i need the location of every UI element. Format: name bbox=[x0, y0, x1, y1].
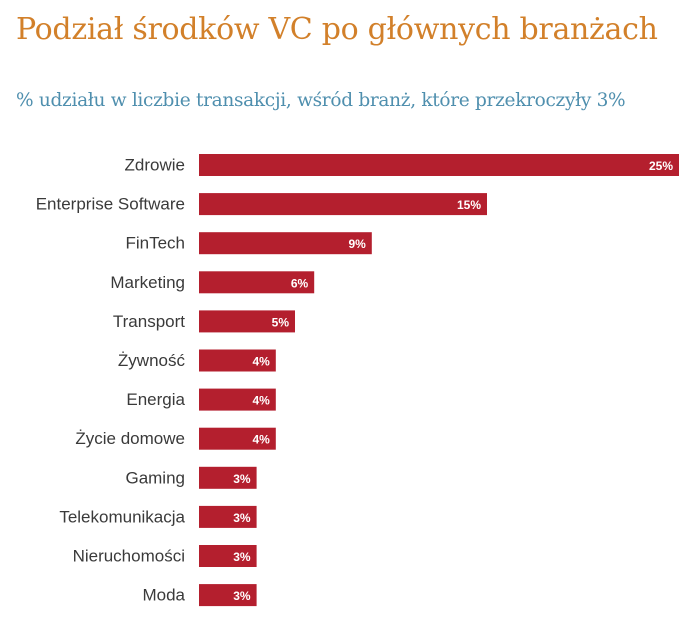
category-label: Życie domowe bbox=[75, 429, 185, 448]
category-label: Enterprise Software bbox=[36, 195, 185, 214]
bar-value-label: 5% bbox=[272, 315, 290, 329]
category-label: Energia bbox=[126, 390, 185, 409]
bar-value-label: 9% bbox=[348, 237, 366, 251]
chart-title: Podział środków VC po głównych branżach bbox=[16, 12, 658, 47]
bar-value-label: 4% bbox=[252, 433, 270, 447]
bar bbox=[199, 271, 315, 294]
bar bbox=[199, 154, 679, 176]
bar bbox=[199, 388, 276, 411]
bar-value-label: 3% bbox=[233, 550, 251, 564]
category-label: Zdrowie bbox=[125, 156, 185, 175]
category-label: Telekomunikacja bbox=[59, 507, 185, 526]
bar-value-label: 6% bbox=[291, 276, 309, 290]
bar-value-label: 4% bbox=[252, 394, 270, 408]
bar bbox=[199, 584, 257, 607]
bar-value-label: 15% bbox=[457, 198, 481, 212]
bar bbox=[199, 232, 372, 255]
bar bbox=[199, 427, 276, 450]
category-label: Marketing bbox=[110, 273, 185, 292]
bar-value-label: 3% bbox=[233, 511, 251, 525]
bar bbox=[199, 545, 257, 567]
category-label: Moda bbox=[142, 586, 185, 605]
bar bbox=[199, 466, 257, 489]
bar-value-label: 3% bbox=[233, 589, 251, 603]
category-label: Nieruchomości bbox=[73, 547, 185, 566]
bar bbox=[199, 193, 487, 216]
bar-value-label: 3% bbox=[233, 472, 251, 486]
category-label: Żywność bbox=[118, 351, 186, 370]
category-label: Gaming bbox=[125, 468, 185, 487]
bar-value-label: 25% bbox=[649, 159, 673, 173]
category-label: FinTech bbox=[125, 234, 185, 253]
category-label: Transport bbox=[113, 312, 185, 331]
bar bbox=[199, 310, 295, 333]
chart-subtitle: % udziału w liczbie transakcji, wśród br… bbox=[16, 90, 626, 111]
bar bbox=[199, 505, 257, 528]
bar bbox=[199, 349, 276, 372]
bar-value-label: 4% bbox=[252, 355, 270, 369]
